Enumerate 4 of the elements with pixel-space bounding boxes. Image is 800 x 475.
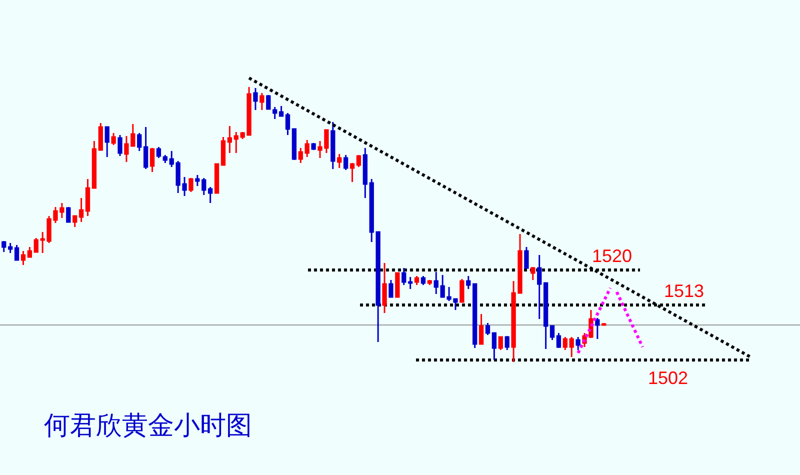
ref-line-label: 1520 bbox=[592, 246, 632, 266]
ref-line-label: 1513 bbox=[664, 281, 704, 301]
ref-line-label: 1502 bbox=[648, 368, 688, 388]
text: 何君欣黄金小时图 bbox=[44, 411, 252, 442]
